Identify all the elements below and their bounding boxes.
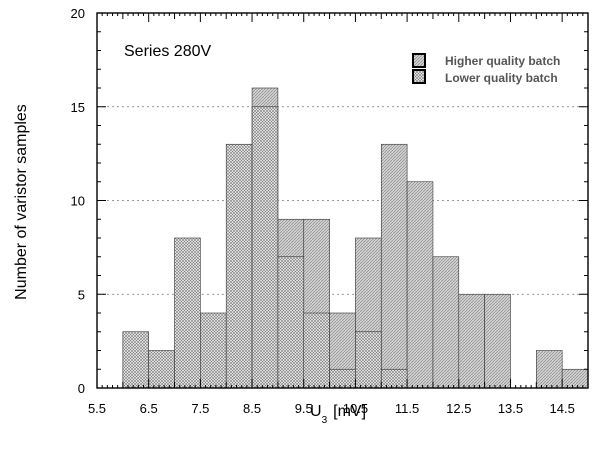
histogram-bar	[406, 181, 434, 389]
series-annotation: Series 280V	[124, 43, 211, 60]
x-tick-label: 14.5	[550, 401, 575, 416]
histogram-bar	[277, 256, 305, 389]
histogram-bar	[355, 331, 382, 389]
x-axis-label-main: U	[310, 403, 322, 420]
x-axis-label-unit: [mV]	[333, 403, 366, 420]
histogram-bar	[251, 106, 279, 389]
histogram-bar	[561, 368, 589, 389]
legend-swatch-lower	[412, 69, 426, 84]
x-tick-label: 6.5	[140, 401, 158, 416]
legend: Higher quality batch Lower quality batch	[412, 53, 560, 85]
legend-label-higher: Higher quality batch	[445, 54, 560, 68]
y-tick-label: 20	[71, 6, 85, 21]
x-tick-label: 5.5	[88, 401, 106, 416]
histogram-bar	[303, 312, 330, 389]
histogram-bar	[484, 293, 511, 389]
histogram-bar	[329, 368, 356, 389]
x-tick-label: 10.5	[343, 401, 368, 416]
histogram-bar	[122, 331, 149, 389]
histogram-bar	[536, 350, 563, 389]
legend-label-lower: Lower quality batch	[445, 71, 558, 85]
y-tick-label: 15	[71, 100, 85, 115]
x-tick-label: 8.5	[243, 401, 261, 416]
histogram-bar	[225, 143, 253, 389]
x-tick-label: 13.5	[498, 401, 523, 416]
histogram-bar	[380, 368, 408, 389]
y-axis-label: Number of varistor samples	[13, 104, 30, 300]
histogram-bar	[432, 256, 460, 389]
x-axis-label: U3 [mV]	[310, 403, 366, 426]
histogram-bar	[174, 237, 201, 389]
x-axis-label-subscript: 3	[322, 415, 328, 426]
axis-ticks	[96, 12, 589, 389]
histogram-bar	[148, 350, 175, 389]
x-tick-label: 12.5	[446, 401, 471, 416]
x-tick-label: 7.5	[191, 401, 209, 416]
y-tick-label: 0	[78, 381, 85, 396]
x-tick-labels: 5.5 6.5 7.5 8.5 9.5 10.5 11.5 12.5 13.5 14.5	[88, 401, 575, 416]
y-tick-labels: 0 5 10 15 20	[71, 6, 85, 396]
x-tick-label: 9.5	[295, 401, 313, 416]
lower-quality-bars	[122, 106, 408, 389]
y-tick-label: 5	[78, 287, 85, 302]
histogram-bar	[380, 143, 408, 389]
legend-swatch-higher	[412, 53, 426, 68]
grid-lines	[97, 106, 588, 295]
x-tick-label: 11.5	[395, 401, 419, 416]
y-tick-label: 10	[71, 194, 85, 209]
histogram-bar	[200, 312, 227, 389]
histogram-bar	[458, 293, 485, 389]
